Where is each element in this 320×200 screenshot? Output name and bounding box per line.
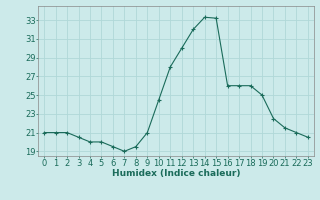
- X-axis label: Humidex (Indice chaleur): Humidex (Indice chaleur): [112, 169, 240, 178]
